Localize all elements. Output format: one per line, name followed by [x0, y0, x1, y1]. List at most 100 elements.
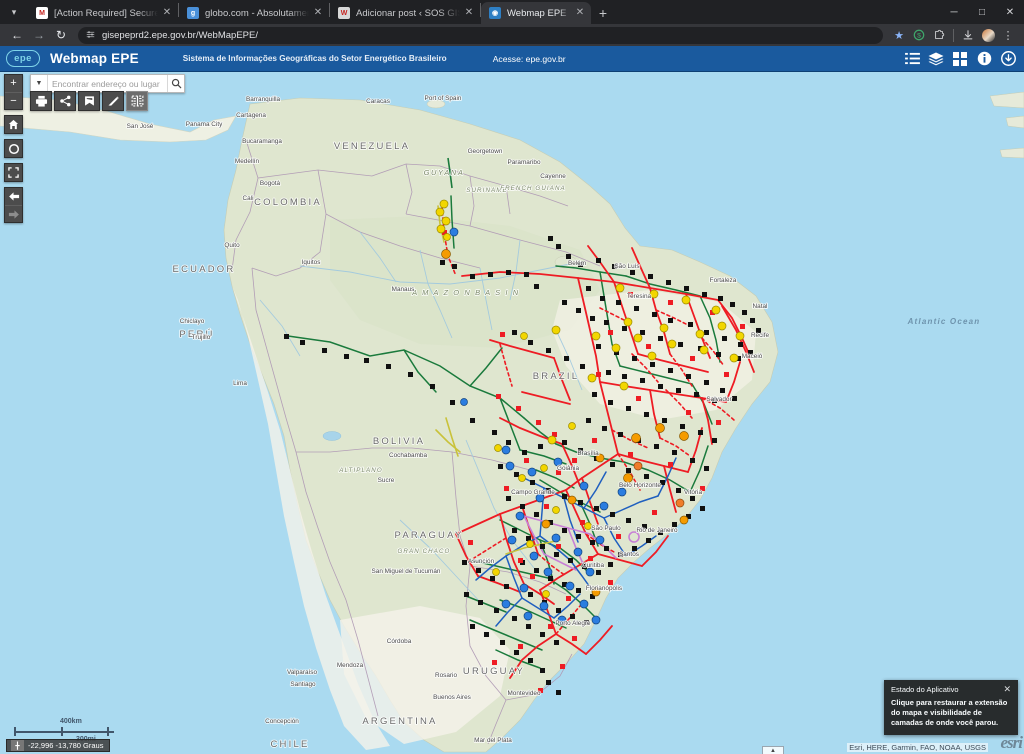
back-button[interactable]: ←: [11, 28, 23, 42]
crosshair-icon[interactable]: ╋: [11, 740, 24, 751]
map-canvas[interactable]: VENEZUELA COLOMBIA ECUADOR PERÚ BRAZIL BOLIVI…: [0, 72, 1024, 754]
esri-logo: esri: [1000, 733, 1023, 752]
browser-tab[interactable]: M [Action Required] Secure unres ✕: [28, 2, 178, 24]
app-title: Webmap EPE: [50, 51, 139, 66]
legend-icon[interactable]: [900, 46, 924, 72]
extension-dollar-icon[interactable]: $: [909, 25, 929, 45]
search-widget[interactable]: ▼: [30, 74, 185, 93]
map-label: Bucaramanga: [242, 138, 282, 145]
map-label: Teresina: [627, 293, 652, 300]
download-data-icon[interactable]: [996, 46, 1020, 72]
close-window-button[interactable]: ✕: [1005, 6, 1015, 18]
epe-logo[interactable]: epe: [6, 50, 40, 67]
window-controls: ─ □ ✕: [940, 0, 1024, 24]
map-label: Natal: [753, 303, 768, 310]
map-label: San José: [127, 123, 154, 130]
home-icon[interactable]: [5, 116, 22, 133]
basemap-gallery-icon[interactable]: [948, 46, 972, 72]
profile-avatar-icon[interactable]: [978, 25, 998, 45]
app-access-link[interactable]: Acesse: epe.gov.br: [492, 53, 566, 64]
tab-close-icon[interactable]: ✕: [575, 7, 585, 18]
toolbar-divider: [953, 28, 954, 42]
map-label: GUYANA: [424, 168, 465, 177]
map-label: Port of Spain: [425, 95, 462, 102]
map-label: Concepción: [265, 718, 299, 725]
chevron-down-icon[interactable]: ▼: [31, 75, 48, 92]
browser-tab[interactable]: W Adicionar post ‹ SOS GIS BR — ✕: [330, 2, 480, 24]
attribute-table-button[interactable]: [126, 91, 148, 111]
map-label: Chiclayo: [180, 318, 205, 325]
measure-button[interactable]: [102, 91, 124, 111]
map-label: ECUADOR: [173, 264, 236, 275]
url-text: gisepeprd2.epe.gov.br/WebMapEPE/: [102, 29, 258, 41]
tab-close-icon[interactable]: ✕: [464, 7, 474, 18]
app-state-toast[interactable]: Estado do Aplicativo ✕ Clique para resta…: [884, 679, 1018, 735]
zoom-in-button[interactable]: +: [10, 77, 17, 89]
close-icon[interactable]: ✕: [1003, 683, 1011, 694]
map-label: Bogotá: [260, 180, 281, 187]
minimize-button[interactable]: ─: [950, 6, 958, 18]
share-button[interactable]: [54, 91, 76, 111]
map-label: São Paulo: [591, 525, 621, 532]
about-info-icon[interactable]: [972, 46, 996, 72]
home-group: [4, 115, 23, 134]
coordinate-readout[interactable]: ╋ -22,996 -13,780 Graus: [6, 739, 111, 752]
new-tab-button[interactable]: +: [598, 5, 608, 21]
bookmark-button[interactable]: [78, 91, 100, 111]
locate-circle-icon[interactable]: [5, 140, 22, 157]
svg-text:$: $: [917, 33, 921, 40]
tab-title: [Action Required] Secure unres: [54, 7, 158, 19]
map-label: Campo Grande: [511, 489, 555, 496]
fullscreen-icon[interactable]: [5, 164, 22, 181]
tab-close-icon[interactable]: ✕: [313, 7, 323, 18]
map-label: Iquitos: [302, 259, 321, 266]
arrow-left-icon[interactable]: [5, 188, 22, 205]
app-subtitle: Sistema de Informações Geográficas do Se…: [182, 54, 447, 63]
tab-title: globo.com - Absolutamente tu: [205, 7, 309, 19]
map-label: Salvador: [706, 396, 732, 403]
map-label: Belo Horizonte: [619, 482, 661, 489]
map-label: BRAZIL: [533, 371, 579, 382]
map-navigation-rail: + −: [4, 74, 23, 228]
map-graphics: VENEZUELA COLOMBIA ECUADOR PERÚ BRAZIL BOLIVI…: [0, 72, 1024, 754]
map-label: BOLIVIA: [373, 436, 425, 447]
address-bar[interactable]: gisepeprd2.epe.gov.br/WebMapEPE/: [78, 26, 883, 44]
scale-km-label: 400km: [60, 718, 82, 725]
site-settings-icon[interactable]: [86, 30, 95, 41]
toast-body: Clique para restaurar a extensão do mapa…: [891, 697, 1008, 727]
header-icon-group: [900, 46, 1024, 72]
browser-tab[interactable]: g globo.com - Absolutamente tu ✕: [179, 2, 329, 24]
chrome-menu-icon[interactable]: ⋮: [1002, 29, 1014, 42]
print-button[interactable]: [30, 91, 52, 111]
browser-tab-strip: ▾ M [Action Required] Secure unres ✕ gglobo…: [0, 0, 1024, 24]
bookmark-star-icon[interactable]: ★: [894, 29, 904, 42]
locate-group: [4, 139, 23, 158]
map-label: Medellín: [235, 158, 260, 165]
app-header: epe Webmap EPE Sistema de Informações Ge…: [0, 46, 1024, 72]
reload-button[interactable]: ↻: [55, 28, 67, 42]
search-input[interactable]: [48, 75, 167, 92]
map-label: Florianópolis: [586, 585, 622, 592]
map-label: Rosario: [435, 672, 457, 679]
tab-divider: [329, 3, 330, 17]
overview-map-toggle[interactable]: ▲: [762, 746, 784, 754]
map-label: Mendoza: [337, 662, 364, 669]
layers-icon[interactable]: [924, 46, 948, 72]
tab-close-icon[interactable]: ✕: [162, 7, 172, 18]
browser-tab[interactable]: ◉ Webmap EPE ✕: [481, 2, 591, 24]
zoom-out-button[interactable]: −: [5, 92, 22, 109]
download-icon[interactable]: [958, 25, 978, 45]
tab-search-chevron-icon[interactable]: ▾: [11, 6, 17, 17]
forward-button[interactable]: →: [33, 28, 45, 42]
map-label: Quito: [224, 242, 240, 249]
map-label: Curitiba: [582, 562, 604, 569]
map-label: Valparaíso: [287, 669, 318, 676]
map-label: Georgetown: [468, 148, 503, 155]
tab-favicon-icon: W: [338, 7, 350, 19]
power-plant-markers: [435, 199, 745, 625]
extensions-puzzle-icon[interactable]: [929, 25, 949, 45]
search-icon[interactable]: [167, 75, 184, 92]
arrow-right-icon[interactable]: [5, 205, 22, 222]
maximize-button[interactable]: □: [978, 6, 986, 18]
